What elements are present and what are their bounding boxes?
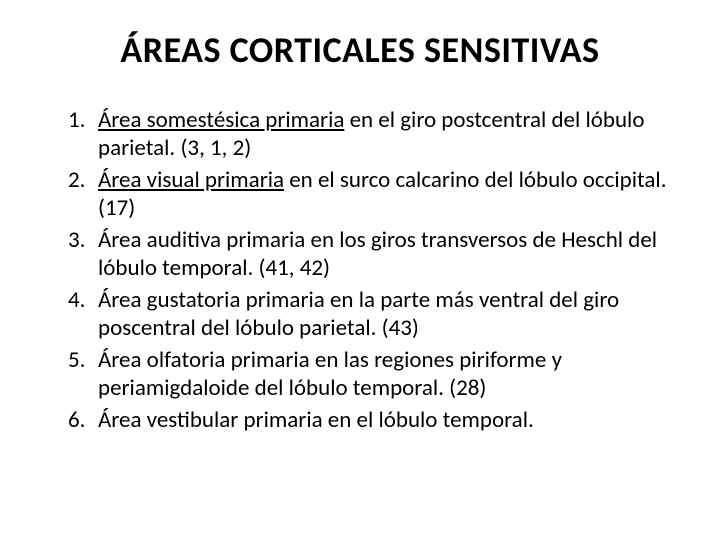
list-item: Área gustatoria primaria en la parte más…: [68, 286, 680, 342]
list-item: Área auditiva primaria en los giros tran…: [68, 226, 680, 282]
list-item: Área olfatoria primaria en las regiones …: [68, 346, 680, 402]
item-rest: Área olfatoria primaria en las regiones …: [98, 346, 562, 402]
list-item: Área visual primaria en el surco calcari…: [68, 166, 680, 222]
underlined-term: Área somestésica primaria: [98, 106, 344, 134]
list-item: Área vestibular primaria en el lóbulo te…: [68, 406, 680, 434]
numbered-list: Área somestésica primaria en el giro pos…: [40, 106, 680, 435]
list-item: Área somestésica primaria en el giro pos…: [68, 106, 680, 162]
item-rest: Área vestibular primaria en el lóbulo te…: [98, 406, 534, 434]
slide-title: ÁREAS CORTICALES SENSITIVAS: [40, 28, 680, 72]
underlined-term: Área visual primaria: [98, 166, 284, 194]
item-rest: Área auditiva primaria en los giros tran…: [98, 226, 657, 282]
item-rest: Área gustatoria primaria en la parte más…: [98, 286, 619, 342]
